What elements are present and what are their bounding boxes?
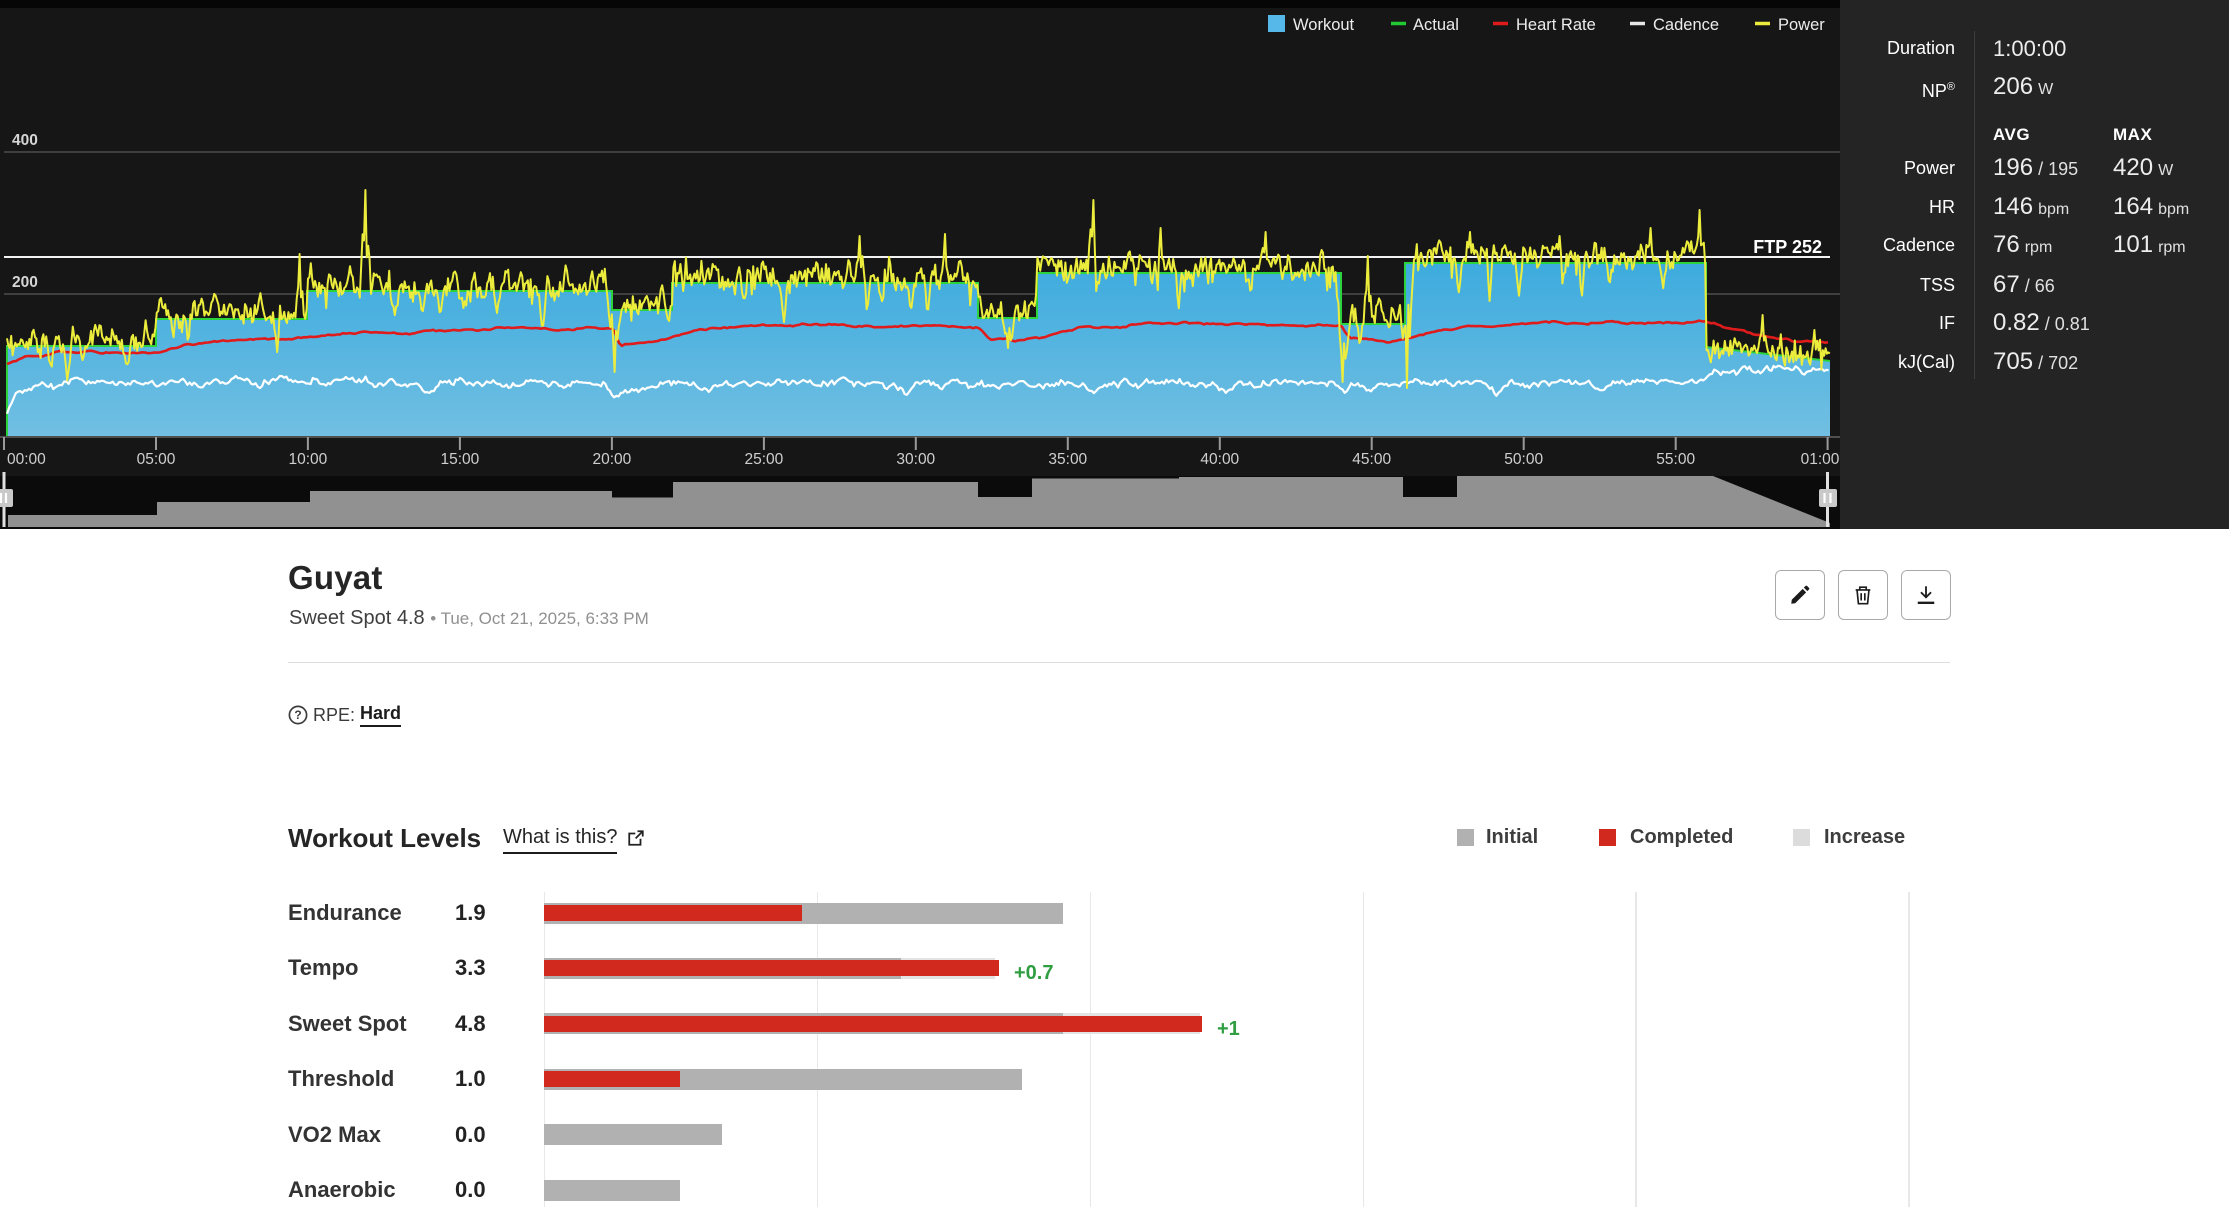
svg-text:10:00: 10:00 — [289, 451, 328, 468]
svg-text:200: 200 — [12, 274, 38, 291]
svg-text:00:00: 00:00 — [7, 451, 46, 468]
svg-text:?: ? — [294, 708, 301, 722]
svg-text:Actual: Actual — [1413, 16, 1459, 34]
svg-text:35:00: 35:00 — [1048, 451, 1087, 468]
svg-text:FTP 252: FTP 252 — [1753, 237, 1822, 257]
svg-text:55:00: 55:00 — [1656, 451, 1695, 468]
svg-text:40:00: 40:00 — [1200, 451, 1239, 468]
svg-text:400: 400 — [12, 132, 38, 149]
svg-text:Heart Rate: Heart Rate — [1516, 16, 1596, 34]
svg-text:25:00: 25:00 — [745, 451, 784, 468]
svg-text:Cadence: Cadence — [1653, 16, 1719, 34]
svg-text:45:00: 45:00 — [1352, 451, 1391, 468]
svg-text:Power: Power — [1778, 16, 1825, 34]
svg-text:Workout: Workout — [1293, 16, 1355, 34]
svg-text:05:00: 05:00 — [137, 451, 176, 468]
svg-text:01:00: 01:00 — [1801, 451, 1840, 468]
svg-text:30:00: 30:00 — [896, 451, 935, 468]
svg-text:50:00: 50:00 — [1504, 451, 1543, 468]
svg-text:15:00: 15:00 — [441, 451, 480, 468]
svg-text:20:00: 20:00 — [593, 451, 632, 468]
